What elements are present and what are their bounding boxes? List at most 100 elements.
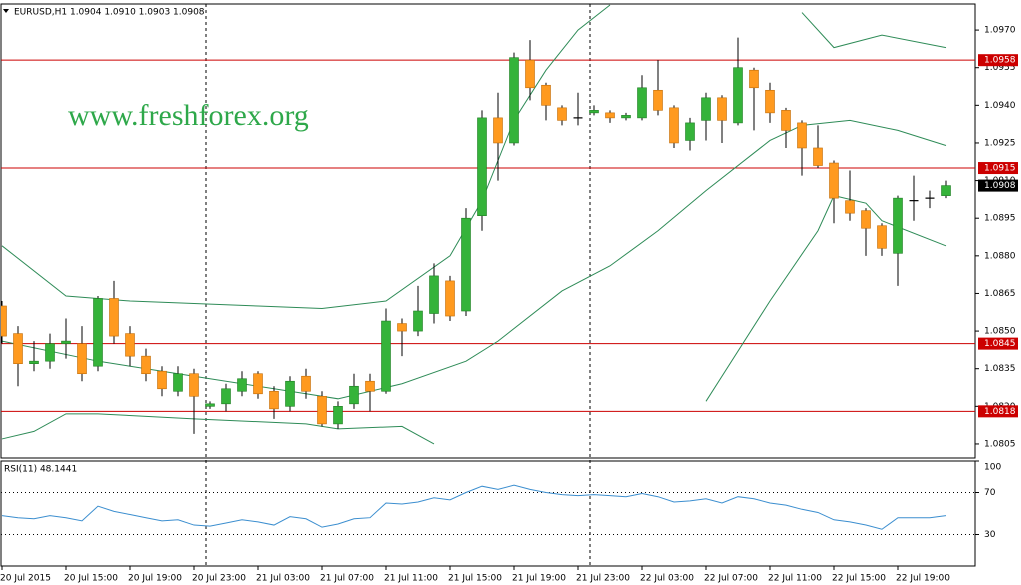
candle-body: [205, 403, 215, 407]
rsi-plot: [1, 461, 975, 535]
candle-body: [365, 380, 375, 392]
y-tick-label: 1.0970: [984, 26, 1016, 36]
title-arrow: [3, 9, 9, 13]
x-tick-label: 20 Jul 19:00: [128, 574, 182, 584]
y-tick-label: 100: [984, 463, 1001, 473]
candle-body: [781, 110, 791, 131]
y-tick-label: 1.0955: [984, 63, 1016, 73]
candle-body: [845, 200, 855, 214]
candle-body: [493, 117, 503, 144]
candle-body: [429, 275, 439, 314]
chart-title: EURUSD,H1 1.0904 1.0910 1.0903 1.0908: [14, 8, 205, 18]
candle-body: [237, 378, 247, 392]
rsi-panel-border: [0, 460, 976, 567]
price-plot: [1, 4, 975, 445]
level-label-box: [978, 405, 1018, 418]
candle-body: [717, 97, 727, 121]
candle-body: [621, 115, 631, 119]
candle-body: [893, 197, 903, 254]
candle-body: [285, 380, 295, 407]
candle-body: [445, 280, 455, 317]
y-tick-label: 1.0880: [984, 251, 1016, 261]
price-label-box: [978, 179, 1018, 192]
candle-body: [765, 89, 775, 114]
candle-body: [141, 355, 151, 375]
price-label: 1.0908: [984, 181, 1016, 191]
level-label: 1.0958: [984, 56, 1016, 66]
x-tick-label: 22 Jul 15:00: [832, 574, 886, 584]
y-tick-label: 1.0835: [984, 364, 1016, 374]
candle-body: [397, 323, 407, 332]
y-tick-label: 30: [984, 530, 996, 540]
x-tick-label: 21 Jul 03:00: [256, 574, 310, 584]
candle-body: [653, 89, 663, 111]
main-panel-border: [0, 3, 976, 459]
candle-body: [157, 370, 167, 390]
candle-body: [1, 305, 7, 337]
candle-body: [525, 59, 535, 89]
candle-body: [93, 298, 103, 367]
candle-body: [77, 343, 87, 375]
candle-body: [637, 87, 647, 119]
candle-body: [221, 388, 231, 405]
level-label-box: [978, 162, 1018, 175]
rsi-line: [1, 484, 947, 530]
x-tick-label: 21 Jul 19:00: [512, 574, 566, 584]
x-tick-label: 20 Jul 15:00: [64, 574, 118, 584]
candle-body: [861, 210, 871, 229]
candle-body: [877, 225, 887, 249]
y-tick-label: 1.0940: [984, 101, 1016, 111]
y-tick-label: 1.0895: [984, 214, 1016, 224]
candle-body: [189, 373, 199, 397]
candle-body: [509, 57, 519, 144]
level-label: 1.0818: [984, 407, 1016, 417]
candle-body: [45, 343, 55, 362]
candle-body: [829, 162, 839, 199]
candle-body: [813, 147, 823, 166]
candle-body: [461, 217, 471, 312]
candle-body: [301, 375, 311, 392]
band-line: [1, 4, 947, 310]
candle-body: [749, 69, 759, 89]
candle-body: [381, 320, 391, 392]
candle-body: [941, 185, 951, 196]
y-tick-label: 1.0865: [984, 289, 1016, 299]
candle-body: [557, 107, 567, 121]
x-tick-label: 21 Jul 07:00: [320, 574, 374, 584]
band-line: [1, 119, 947, 400]
y-tick-label: 1.0925: [984, 138, 1016, 148]
rsi-title: RSI(11) 48.1441: [4, 465, 77, 475]
candle-body: [173, 373, 183, 392]
x-tick-label: 20 Jul 2015: [0, 574, 51, 584]
y-tick-label: 1.0805: [984, 439, 1016, 449]
watermark: www.freshforex.org: [68, 99, 309, 132]
candle-body: [29, 360, 39, 364]
x-tick-label: 21 Jul 11:00: [384, 574, 438, 584]
x-tick-label: 22 Jul 19:00: [896, 574, 950, 584]
candle-body: [13, 333, 23, 364]
y-tick-label: 70: [984, 488, 996, 498]
candle-body: [413, 310, 423, 332]
x-tick-label: 22 Jul 11:00: [768, 574, 822, 584]
candle-body: [541, 84, 551, 106]
x-tick-label: 22 Jul 07:00: [704, 574, 758, 584]
level-label: 1.0845: [984, 339, 1016, 349]
candle-body: [797, 122, 807, 149]
candle-body: [669, 107, 679, 144]
candle-body: [125, 333, 135, 357]
x-tick-label: 22 Jul 03:00: [640, 574, 694, 584]
candle-body: [589, 110, 599, 114]
x-tick-label: 20 Jul 23:00: [192, 574, 246, 584]
candle-body: [109, 298, 119, 337]
candle-body: [61, 340, 71, 344]
level-label-box: [978, 54, 1018, 67]
y-tick-label: 1.0850: [984, 327, 1016, 337]
candle-body: [733, 67, 743, 124]
candle-body: [701, 97, 711, 121]
x-tick-label: 21 Jul 15:00: [448, 574, 502, 584]
candle-body: [349, 385, 359, 405]
candle-body: [269, 390, 279, 410]
candle-body: [605, 112, 615, 119]
